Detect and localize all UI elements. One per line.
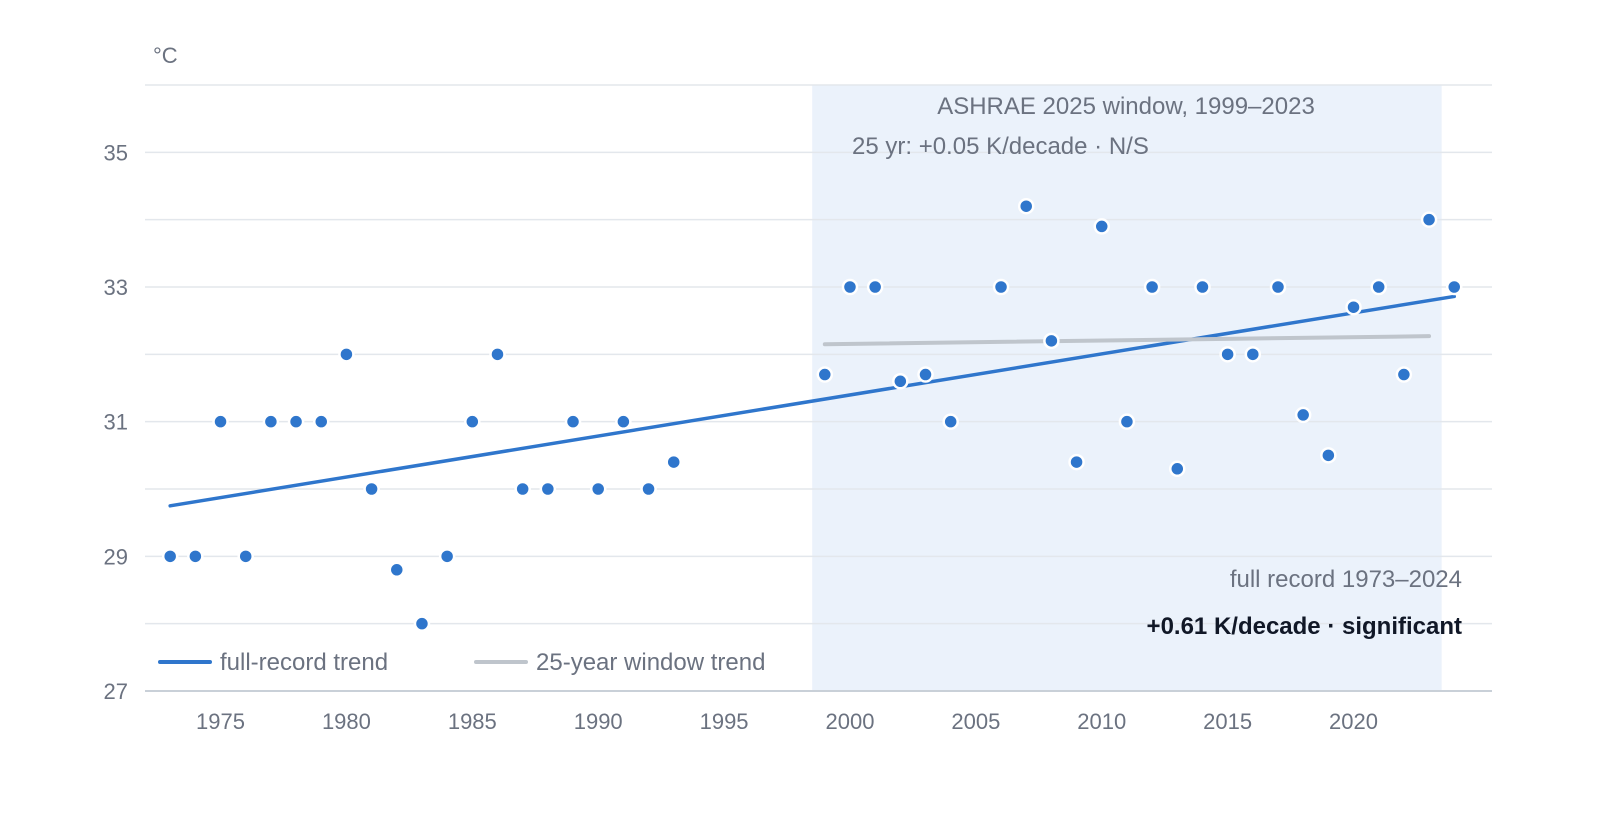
data-point (1420, 211, 1438, 228)
data-point (640, 480, 657, 498)
data-point (514, 480, 531, 498)
x-tick-label: 2020 (1329, 709, 1378, 734)
data-point (1269, 278, 1287, 296)
data-point (1194, 278, 1211, 296)
data-points (161, 197, 1463, 632)
data-point (564, 413, 582, 430)
data-point (287, 413, 305, 430)
legend-label-full-record: full-record trend (220, 649, 388, 676)
y-unit-label: °C (153, 43, 178, 68)
y-tick-label: 29 (104, 544, 128, 569)
x-tick-label: 1995 (700, 709, 749, 734)
window-title-annotation: ASHRAE 2025 window, 1999–2023 (937, 93, 1315, 120)
y-tick-label: 35 (104, 140, 128, 165)
data-point (942, 413, 959, 430)
x-tick-label: 1980 (322, 709, 371, 734)
data-point (388, 561, 406, 579)
x-tick-label: 1990 (574, 709, 623, 734)
data-point (665, 453, 682, 471)
data-point (312, 413, 330, 430)
data-point (1068, 453, 1085, 471)
trend-lines (168, 294, 1456, 508)
legend-label-window: 25-year window trend (536, 649, 765, 676)
background-layer (812, 85, 1442, 691)
data-point (1445, 278, 1463, 296)
data-point (237, 548, 254, 565)
data-point (866, 278, 884, 296)
data-point (1017, 197, 1035, 215)
data-point (187, 548, 204, 565)
data-point (1093, 218, 1110, 235)
data-point (1043, 332, 1060, 350)
data-point (489, 346, 506, 363)
full-record-annotation: full record 1973–2024 (1230, 566, 1462, 593)
data-point (363, 480, 380, 498)
x-tick-label: 1975 (196, 709, 245, 734)
data-point (1244, 346, 1262, 363)
data-point (161, 548, 179, 565)
y-tick-label: 31 (104, 410, 128, 435)
data-point (413, 615, 431, 632)
data-point (1395, 366, 1413, 383)
y-tick-label: 27 (104, 679, 128, 704)
data-point (841, 278, 859, 296)
data-point (1118, 413, 1136, 430)
data-point (212, 413, 229, 430)
data-point (589, 480, 607, 498)
x-tick-label: 2000 (825, 709, 874, 734)
legend: full-record trend 25-year window trend (158, 649, 765, 676)
data-point (1345, 298, 1362, 316)
data-point (1169, 460, 1186, 478)
x-tick-label: 2005 (951, 709, 1000, 734)
highlight-window-band (812, 85, 1442, 691)
full-record-trend-annotation: +0.61 K/decade · significant (1147, 613, 1462, 640)
data-point (438, 548, 456, 565)
full-record-trend-line (168, 294, 1456, 508)
y-tick-label: 33 (104, 275, 128, 300)
data-point (992, 278, 1010, 296)
x-tick-labels: 1975 1980 1985 1990 1995 2000 2005 2010 2015 2020 (196, 709, 1378, 734)
x-tick-label: 2015 (1203, 709, 1252, 734)
data-point (1143, 278, 1161, 296)
x-tick-label: 2010 (1077, 709, 1126, 734)
data-point (892, 373, 909, 390)
data-point (816, 366, 834, 383)
data-point (1370, 278, 1387, 296)
data-point (338, 346, 355, 363)
data-point (464, 413, 481, 430)
data-point (262, 413, 280, 430)
data-point (1294, 406, 1312, 424)
x-tick-label: 1985 (448, 709, 497, 734)
data-point (917, 366, 934, 383)
data-point (615, 413, 632, 430)
window-trend-line (822, 334, 1432, 347)
data-point (1219, 346, 1236, 363)
data-point (539, 480, 557, 498)
y-tick-labels: 27 29 31 33 35 (104, 140, 128, 704)
data-point (1320, 447, 1337, 464)
window-trend-annotation: 25 yr: +0.05 K/decade · N/S (852, 133, 1149, 160)
